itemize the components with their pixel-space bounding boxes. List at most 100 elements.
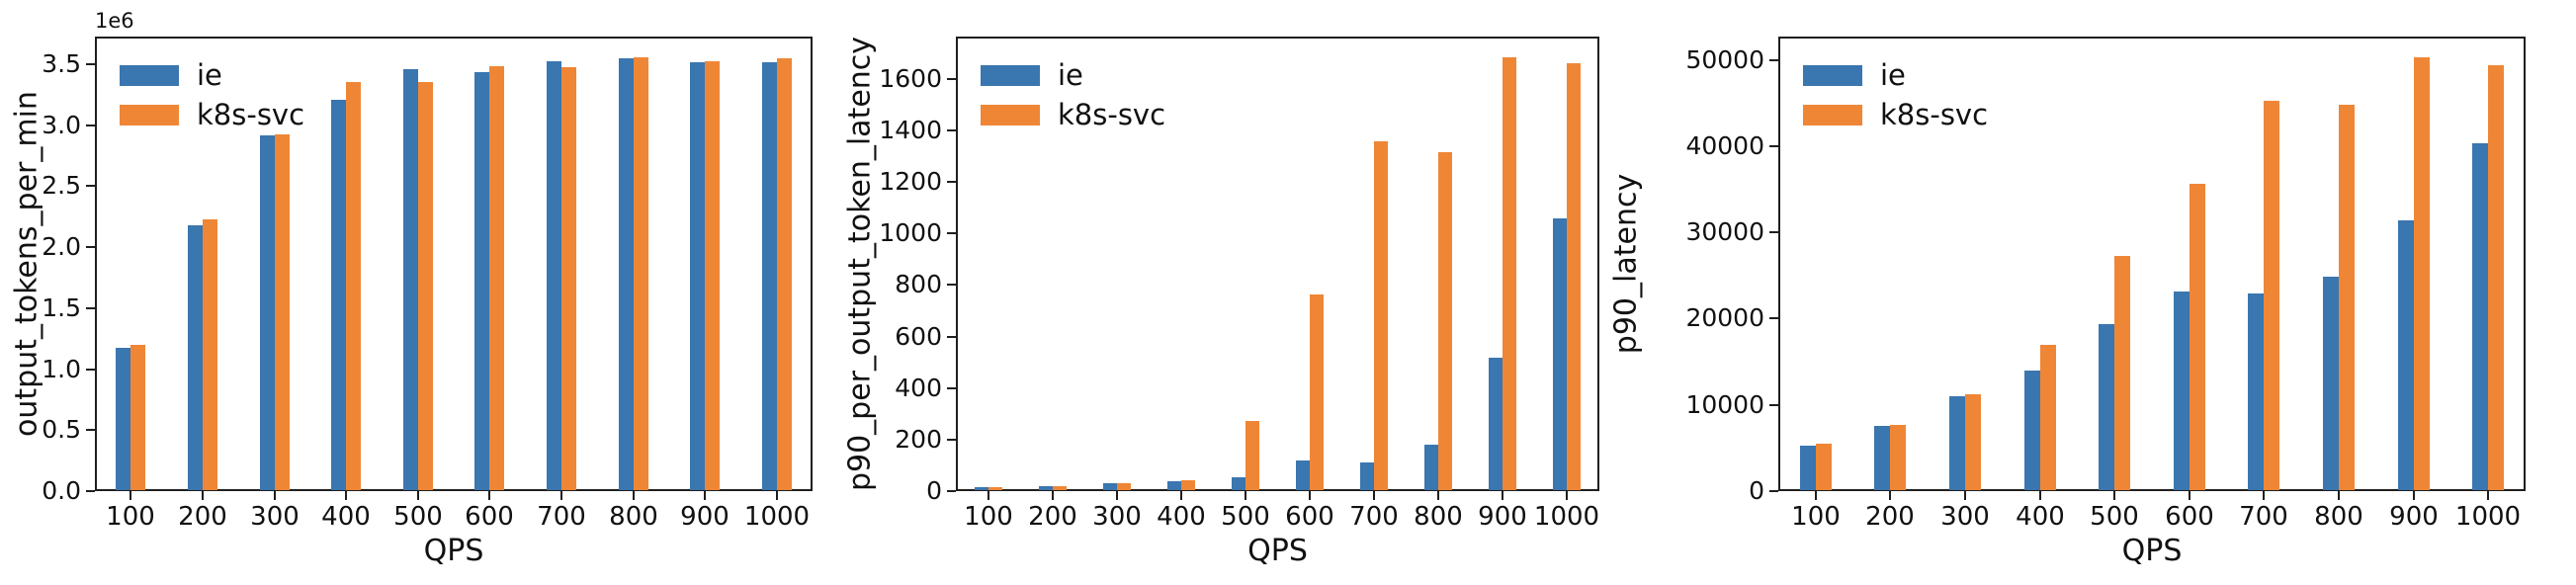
bar-ie-700	[547, 61, 561, 490]
legend-swatch-ie	[1803, 65, 1862, 86]
y-tick-label: 50000	[1685, 45, 1764, 74]
x-tick	[1180, 491, 1182, 500]
x-tick-label: 200	[178, 502, 227, 532]
bar-ie-400	[1167, 481, 1181, 490]
x-tick-label: 400	[321, 502, 371, 532]
x-tick-label: 800	[1414, 502, 1463, 532]
x-tick	[2113, 491, 2115, 500]
bar-ie-900	[1489, 358, 1503, 490]
plot-area	[95, 37, 813, 491]
x-tick-label: 100	[106, 502, 155, 532]
x-tick-label: 200	[1865, 502, 1915, 532]
legend-label-k8s-svc: k8s-svc	[1880, 98, 1989, 131]
y-tick-label: 2.5	[42, 171, 81, 200]
legend-swatch-ie	[981, 65, 1040, 86]
bar-ie-500	[403, 69, 418, 490]
bar-k8s-svc-700	[2264, 101, 2279, 490]
y-tick-label: 1200	[879, 167, 942, 196]
bar-k8s-svc-100	[988, 487, 1002, 490]
legend-swatch-k8s-svc	[1803, 105, 1862, 125]
y-tick	[947, 232, 956, 234]
bar-k8s-svc-300	[275, 134, 290, 490]
x-tick-label: 900	[1478, 502, 1527, 532]
y-tick	[1769, 490, 1778, 492]
legend-swatch-k8s-svc	[981, 105, 1040, 125]
bar-k8s-svc-500	[2114, 256, 2130, 490]
y-axis-label: p90_latency	[1608, 173, 1644, 355]
y-tick-label: 3.5	[42, 49, 81, 78]
y-tick-label: 0.0	[42, 476, 81, 505]
plot-area	[956, 37, 1599, 491]
bar-ie-1000	[762, 62, 777, 490]
y-tick-label: 3.0	[42, 111, 81, 139]
y-tick	[1769, 59, 1778, 61]
bar-ie-500	[1232, 477, 1245, 490]
legend-label-ie: ie	[1058, 58, 1083, 92]
bar-ie-800	[1424, 445, 1438, 490]
x-tick	[704, 491, 706, 500]
y-axis-offset-text: 1e6	[95, 9, 134, 33]
x-axis-label: QPS	[1247, 534, 1308, 568]
x-tick-label: 400	[1157, 502, 1206, 532]
bar-ie-600	[474, 72, 489, 490]
x-tick	[1502, 491, 1503, 500]
bar-ie-200	[1874, 426, 1890, 490]
bar-k8s-svc-600	[489, 66, 504, 490]
y-tick-label: 1000	[879, 218, 942, 247]
plot-area	[1778, 37, 2526, 491]
y-tick-label: 200	[895, 425, 942, 454]
y-tick-label: 800	[895, 270, 942, 298]
y-tick	[947, 439, 956, 441]
x-tick-label: 100	[964, 502, 1013, 532]
y-tick	[947, 181, 956, 183]
x-tick	[1245, 491, 1246, 500]
y-tick	[86, 185, 95, 187]
bar-k8s-svc-300	[1117, 483, 1131, 490]
x-tick-label: 700	[2239, 502, 2288, 532]
x-tick	[129, 491, 131, 500]
legend-label-k8s-svc: k8s-svc	[1058, 98, 1166, 131]
bar-ie-300	[1103, 483, 1117, 490]
x-tick	[1052, 491, 1054, 500]
y-tick-label: 10000	[1685, 390, 1764, 419]
x-tick-label: 1000	[743, 502, 811, 532]
x-tick	[2263, 491, 2265, 500]
bar-k8s-svc-1000	[777, 58, 792, 490]
bar-k8s-svc-100	[130, 345, 145, 490]
y-tick	[86, 490, 95, 492]
x-tick	[1815, 491, 1817, 500]
bar-k8s-svc-1000	[1567, 63, 1581, 490]
bar-k8s-svc-400	[1181, 480, 1195, 490]
x-tick	[1309, 491, 1311, 500]
x-tick-label: 500	[393, 502, 443, 532]
bar-ie-100	[1800, 446, 1816, 490]
legend-label-ie: ie	[1880, 58, 1906, 92]
bar-k8s-svc-400	[346, 82, 361, 490]
y-tick	[947, 78, 956, 80]
y-axis-label: output_tokens_per_min	[9, 91, 44, 437]
x-tick	[2487, 491, 2489, 500]
x-tick	[776, 491, 778, 500]
x-tick-label: 100	[1791, 502, 1841, 532]
x-tick	[2189, 491, 2190, 500]
bar-k8s-svc-700	[1374, 141, 1388, 490]
y-tick	[86, 429, 95, 431]
x-tick-label: 1000	[1533, 502, 1600, 532]
x-tick	[1566, 491, 1568, 500]
y-tick	[1769, 231, 1778, 233]
x-tick	[202, 491, 204, 500]
x-tick	[488, 491, 490, 500]
bar-k8s-svc-800	[634, 57, 648, 490]
x-tick-label: 700	[537, 502, 586, 532]
x-tick	[2413, 491, 2415, 500]
bar-ie-100	[116, 348, 130, 490]
y-tick	[86, 369, 95, 371]
bar-ie-800	[2323, 277, 2339, 490]
y-tick	[86, 246, 95, 248]
y-tick-label: 1.0	[42, 355, 81, 383]
bar-k8s-svc-600	[2190, 184, 2205, 490]
bar-ie-600	[1296, 460, 1310, 490]
x-tick-label: 500	[2090, 502, 2139, 532]
y-tick-label: 600	[895, 322, 942, 351]
